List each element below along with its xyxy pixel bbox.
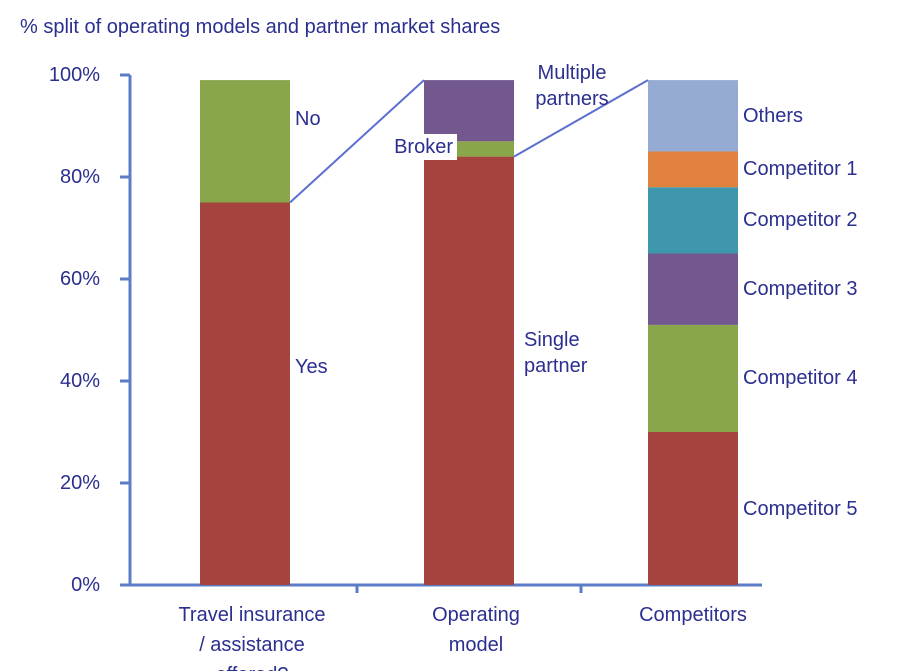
connector: [289, 79, 425, 204]
connector: [513, 79, 649, 158]
segment-label: Competitor 4: [743, 367, 858, 390]
bar-segment: [200, 80, 290, 203]
segment-label: Competitor 1: [743, 158, 858, 181]
bar-segment: [648, 324, 738, 432]
segment-label: Others: [743, 104, 804, 127]
segment-label: Yes: [295, 356, 328, 378]
segment-label: Broker: [390, 134, 457, 160]
segment-label: Single partner: [524, 329, 588, 377]
y-tick-label: 60%: [59, 268, 100, 290]
segment-label: No: [295, 108, 321, 130]
bar-segment: [648, 151, 738, 188]
bar-segment: [200, 202, 290, 585]
bar-segment: [424, 156, 514, 585]
y-tick-label: 40%: [59, 370, 100, 392]
chart-title: % split of operating models and partner …: [20, 16, 501, 38]
y-tick-label: 0%: [71, 574, 100, 596]
x-tick-label: Operating model: [432, 604, 520, 656]
y-tick-label: 80%: [59, 166, 100, 188]
bar-segment: [648, 187, 738, 254]
y-tick-label: 20%: [59, 472, 100, 494]
segment-label: Multiple partners: [535, 62, 609, 110]
segment-label: Competitor 2: [743, 209, 858, 232]
bar-segment: [648, 253, 738, 325]
bar-segment: [648, 432, 738, 585]
bar-segment: [648, 80, 738, 152]
x-tick-label: Competitors: [639, 604, 747, 626]
segment-label: Competitor 5: [743, 497, 858, 520]
segment-label: Competitor 3: [743, 278, 858, 301]
bar-segment: [424, 80, 514, 142]
y-tick-label: 100%: [48, 64, 100, 86]
x-tick-label: Travel insurance / assistance offered?: [178, 604, 326, 671]
